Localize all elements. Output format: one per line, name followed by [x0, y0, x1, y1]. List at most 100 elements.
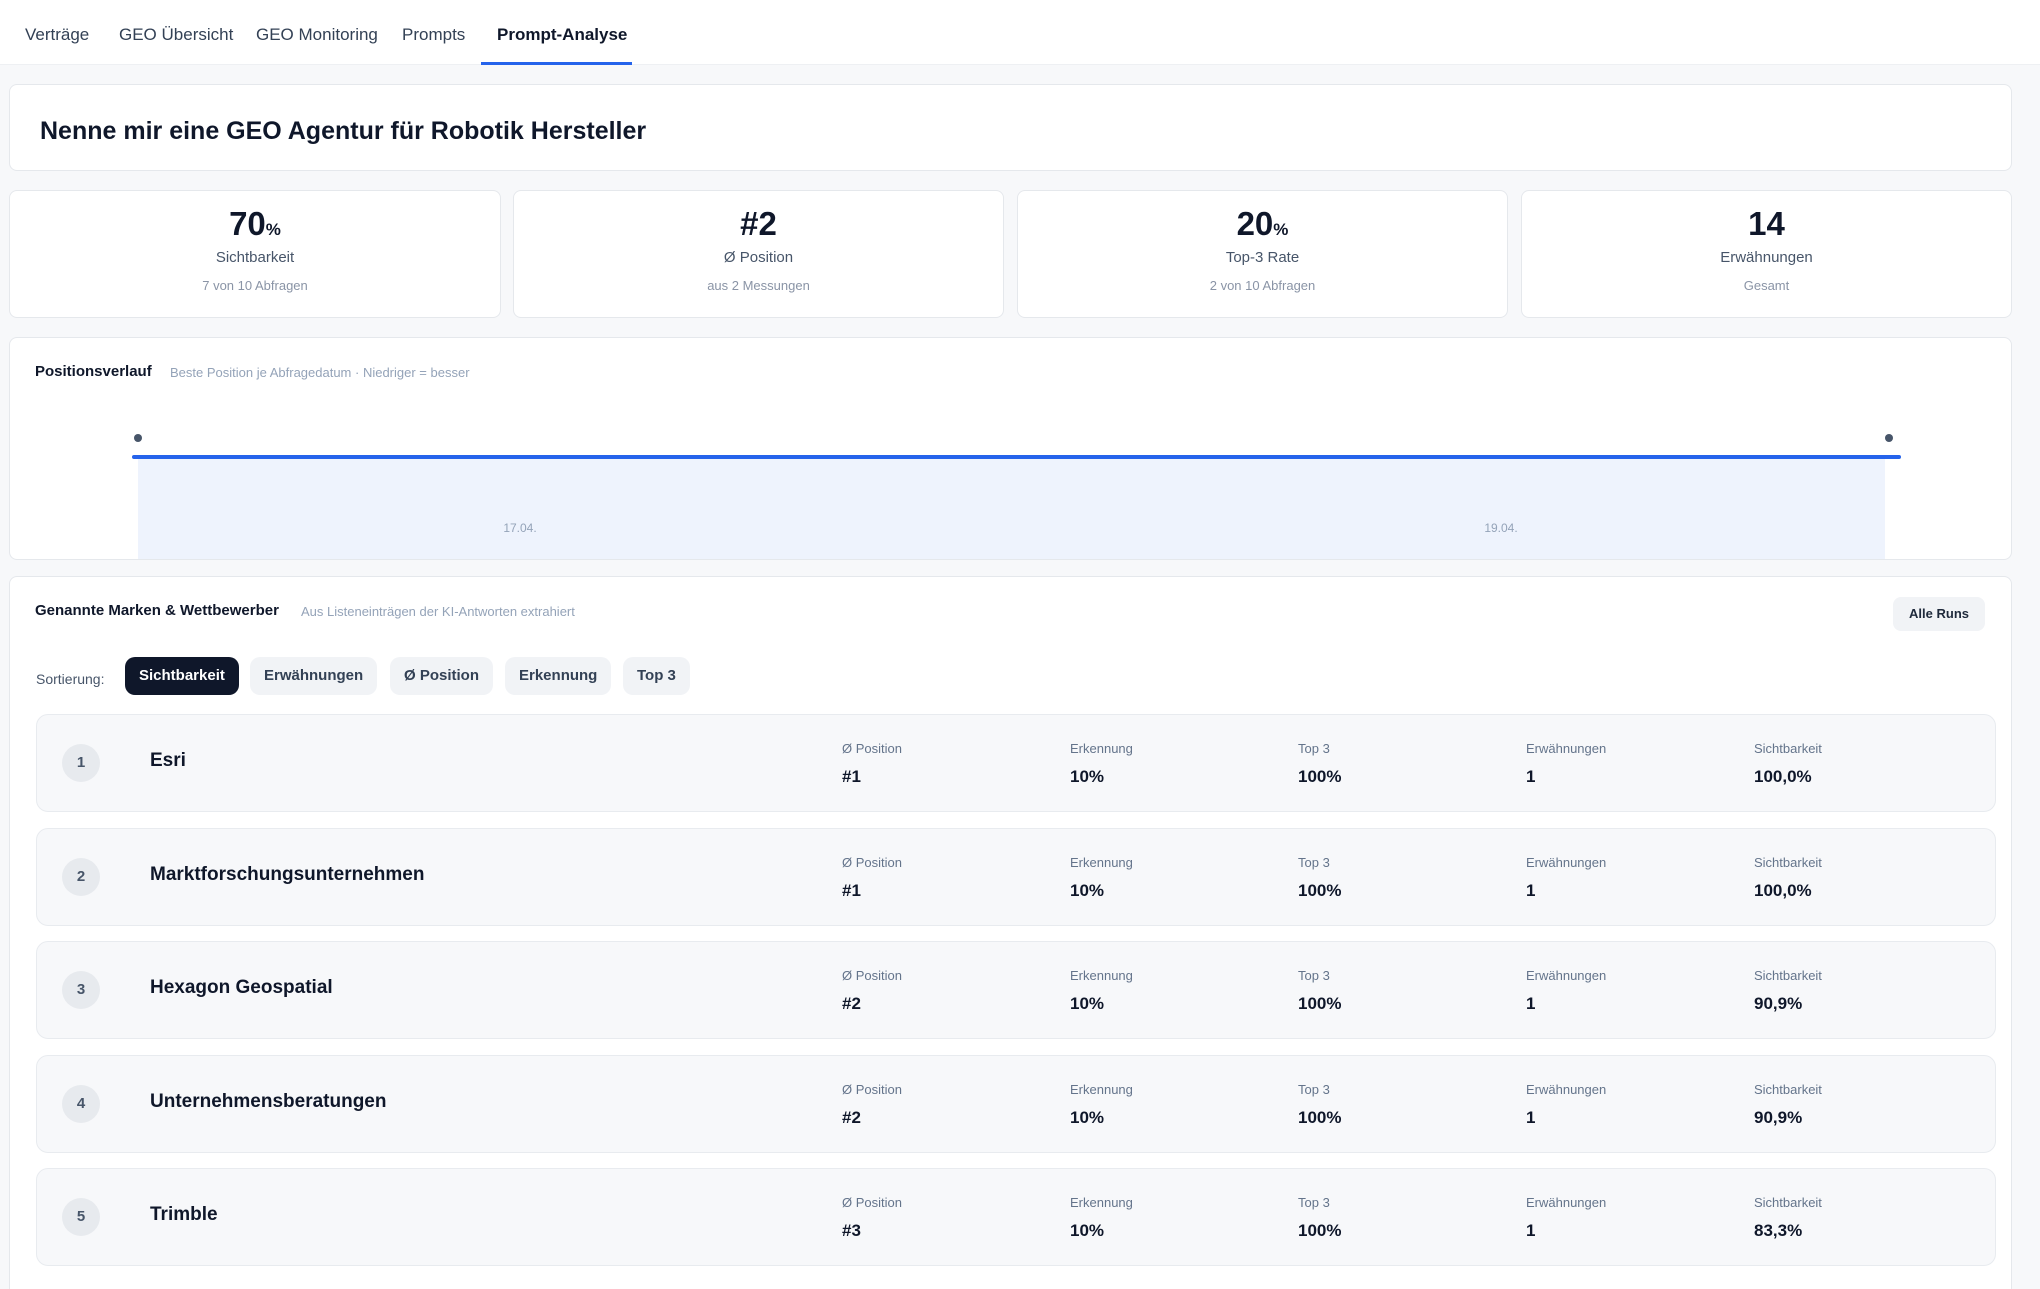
metric-erkennung: Erkennung 10%: [1070, 968, 1133, 1014]
rank-badge: 1: [62, 744, 100, 782]
brands-card: Genannte Marken & Wettbewerber Aus Liste…: [9, 576, 2012, 1289]
metric-position: Ø Position #1: [842, 741, 902, 787]
x-tick-label: 19.04.: [1484, 521, 1517, 535]
metric-erkennung: Erkennung 10%: [1070, 855, 1133, 901]
brands-title: Genannte Marken & Wettbewerber: [35, 602, 279, 619]
metric-top3: Top 3 100%: [1298, 1082, 1341, 1128]
kpi-value: #2: [740, 205, 777, 242]
metric-value: 83,3%: [1754, 1221, 1803, 1240]
data-point[interactable]: [1885, 434, 1893, 442]
metric-sichtbarkeit: Sichtbarkeit 100,0%: [1754, 741, 1822, 787]
brand-row[interactable]: 2 Marktforschungsunternehmen Ø Position #1 E…: [36, 827, 1996, 926]
metric-value: #1: [842, 767, 861, 786]
kpi-subtext: Gesamt: [1743, 278, 1790, 293]
brand-row[interactable]: 4 Unternehmensberatungen Ø Position #2 Erken…: [36, 1054, 1996, 1153]
rank-badge: 3: [62, 971, 100, 1009]
brand-name: Esri: [150, 750, 186, 771]
sort-label: Sortierung:: [36, 671, 105, 687]
metric-value: #2: [842, 1107, 861, 1127]
brand-row[interactable]: 1 Esri Ø Position #1 Erkennung 10% Top 3 100% Er…: [36, 714, 1996, 812]
metric-value: 100,0%: [1754, 767, 1812, 786]
tab-bar: Verträge GEO Übersicht GEO Monitoring Pr…: [0, 0, 2040, 65]
metric-erkennung: Erkennung 10%: [1070, 741, 1133, 787]
kpi-subtext: 7 von 10 Abfragen: [202, 278, 308, 293]
sort-chip-sichtbarkeit[interactable]: Sichtbarkeit: [125, 657, 239, 695]
tab-vertraege[interactable]: Verträge: [25, 25, 90, 44]
metric-value: 10%: [1070, 880, 1105, 900]
brand-row[interactable]: 3 Hexagon Geospatial Ø Position #2 Erkennung…: [36, 941, 1996, 1039]
kpi-label: Erwähnungen: [1720, 249, 1813, 266]
metric-label: Sichtbarkeit: [1754, 1081, 1822, 1097]
metric-value: 1: [1526, 1107, 1536, 1127]
metric-value: 1: [1526, 994, 1536, 1013]
metric-value: 100%: [1298, 994, 1342, 1013]
kpi-card-erwaehnungen: 14 Erwähnungen Gesamt: [1521, 190, 2012, 318]
metric-value: 10%: [1070, 1107, 1105, 1127]
metric-label: Top 3: [1298, 1081, 1330, 1097]
metric-position: Ø Position #2: [842, 968, 902, 1014]
metric-label: Erwähnungen: [1526, 968, 1607, 983]
metric-top3: Top 3 100%: [1298, 741, 1341, 787]
metric-top3: Top 3 100%: [1298, 855, 1341, 901]
kpi-label: Ø Position: [723, 249, 794, 266]
data-point[interactable]: [134, 434, 142, 442]
metric-value: 90,9%: [1754, 994, 1803, 1013]
metric-value: #1: [842, 880, 861, 900]
metric-erwaehnungen: Erwähnungen 1: [1526, 1195, 1606, 1241]
metric-value: 100%: [1298, 1107, 1342, 1127]
kpi-card-sichtbarkeit: 70% Sichtbarkeit 7 von 10 Abfragen: [9, 190, 501, 318]
metric-value: #2: [842, 994, 861, 1013]
metric-value: 100%: [1298, 767, 1342, 786]
chart-area-fill: [138, 457, 1885, 559]
metric-erwaehnungen: Erwähnungen 1: [1526, 741, 1606, 787]
metric-erwaehnungen: Erwähnungen 1: [1526, 968, 1606, 1014]
brand-name: Trimble: [150, 1204, 218, 1225]
metric-erwaehnungen: Erwähnungen 1: [1526, 1082, 1606, 1128]
metric-position: Ø Position #3: [842, 1195, 902, 1241]
sort-chip-position[interactable]: Ø Position: [390, 657, 493, 695]
metric-value: 10%: [1070, 994, 1105, 1013]
metric-value: 100%: [1298, 880, 1342, 900]
metric-value: 1: [1526, 1221, 1536, 1240]
metric-label: Erwähnungen: [1526, 741, 1607, 756]
sort-chip-erkennung[interactable]: Erkennung: [505, 657, 612, 695]
tab-geo-monitoring[interactable]: GEO Monitoring: [256, 25, 378, 44]
metric-label: Ø Position: [842, 1081, 902, 1097]
metric-label: Top 3: [1298, 854, 1330, 870]
chart-subtitle: Beste Position je Abfragedatum · Niedrig…: [170, 365, 470, 380]
all-runs-button[interactable]: Alle Runs: [1893, 597, 1985, 631]
brand-row[interactable]: 5 Trimble Ø Position #3 Erkennung 10% Top 3 100…: [36, 1168, 1996, 1266]
metric-erwaehnungen: Erwähnungen 1: [1526, 855, 1606, 901]
metric-value: 10%: [1070, 1221, 1105, 1240]
brands-subtitle: Aus Listeneinträgen der KI-Antworten ext…: [301, 604, 575, 619]
metric-position: Ø Position #2: [842, 1082, 902, 1128]
tab-prompts[interactable]: Prompts: [402, 25, 466, 44]
metric-sichtbarkeit: Sichtbarkeit 90,9%: [1754, 968, 1822, 1014]
kpi-subtext: aus 2 Messungen: [707, 278, 810, 293]
metric-label: Sichtbarkeit: [1754, 741, 1822, 756]
kpi-subtext: 2 von 10 Abfragen: [1209, 278, 1316, 293]
tab-prompt-analyse[interactable]: Prompt-Analyse: [481, 0, 632, 65]
tab-geo-uebersicht[interactable]: GEO Übersicht: [119, 25, 234, 44]
metric-value: 90,9%: [1754, 1107, 1803, 1127]
metric-label: Erwähnungen: [1526, 1195, 1607, 1210]
position-chart: 17.04. 19.04.: [132, 434, 1901, 559]
kpi-value: 20%: [1236, 205, 1289, 242]
metric-sichtbarkeit: Sichtbarkeit 83,3%: [1754, 1195, 1822, 1241]
metric-value: 100,0%: [1754, 880, 1812, 900]
metric-position: Ø Position #1: [842, 855, 902, 901]
metric-label: Top 3: [1298, 968, 1330, 983]
metric-label: Erkennung: [1070, 1195, 1133, 1210]
metric-top3: Top 3 100%: [1298, 968, 1341, 1014]
metric-value: 1: [1526, 880, 1536, 900]
brand-name: Marktforschungsunternehmen: [150, 863, 425, 885]
metric-label: Ø Position: [842, 1195, 902, 1210]
metric-label: Sichtbarkeit: [1754, 968, 1822, 983]
kpi-value: 14: [1748, 205, 1785, 242]
metric-sichtbarkeit: Sichtbarkeit 100,0%: [1754, 855, 1822, 901]
metric-label: Top 3: [1298, 741, 1330, 756]
metric-label: Ø Position: [842, 741, 902, 756]
sort-chip-top3[interactable]: Top 3: [623, 657, 690, 695]
metric-label: Erkennung: [1070, 854, 1133, 870]
sort-chip-erwaehnungen[interactable]: Erwähnungen: [250, 657, 378, 695]
